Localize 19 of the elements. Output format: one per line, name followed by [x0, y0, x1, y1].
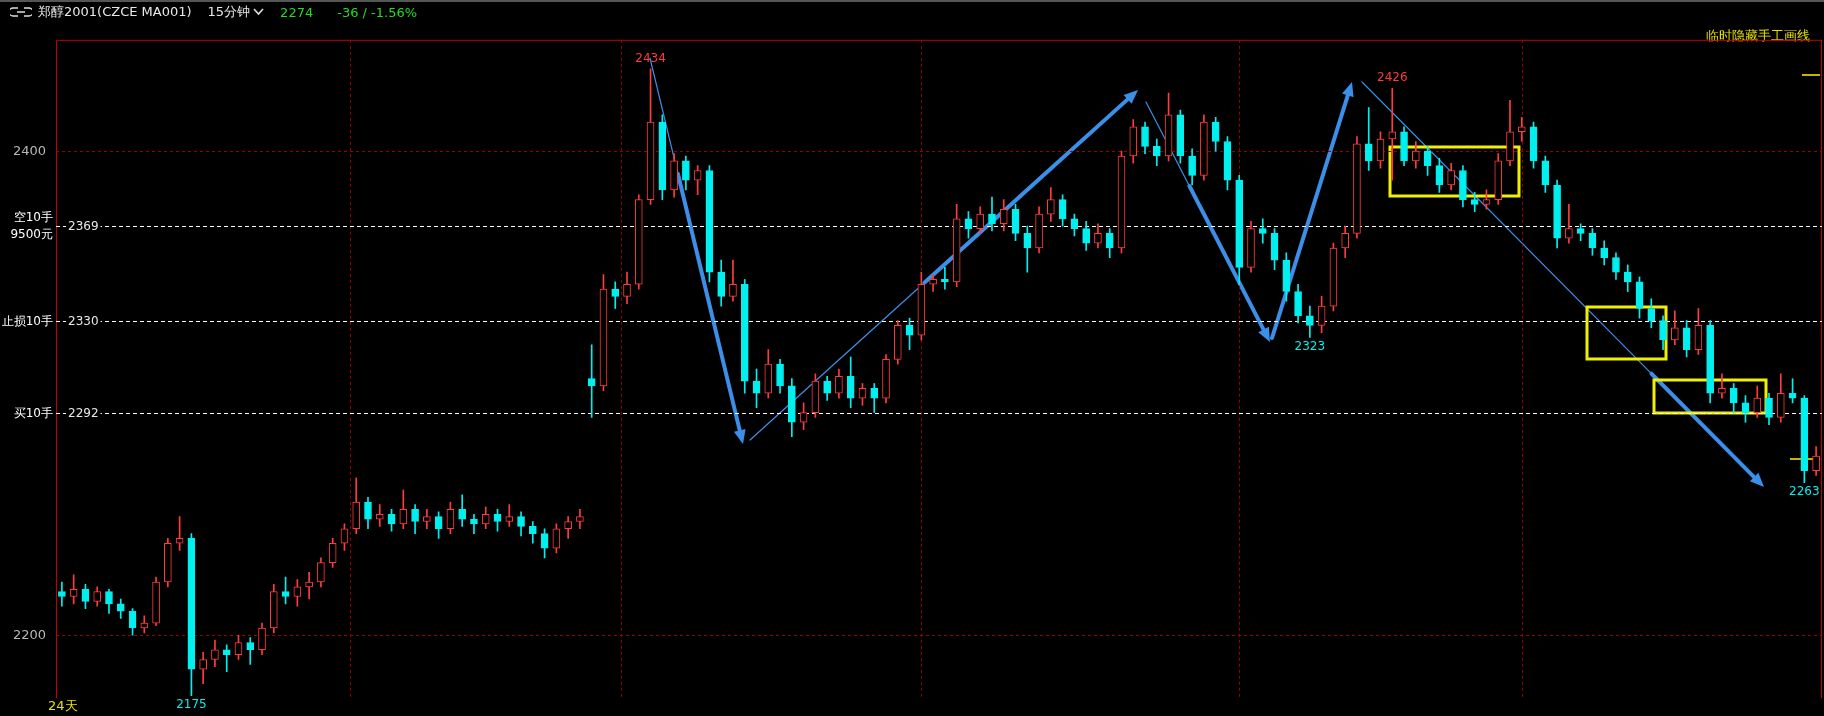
annotation: 2434 [635, 50, 666, 65]
annotation: 2175 [176, 696, 207, 711]
ref-line-label: 止损10手 [1, 313, 53, 328]
chart-subtitle: 15分钟 [207, 3, 251, 21]
y-tick-label: 2400 [12, 142, 46, 158]
ref-line-label: 买10手 [13, 405, 53, 420]
annotation: 2292 [68, 405, 99, 420]
text: 2274 [280, 4, 314, 20]
annotation: 临时隐藏手工画线 [1706, 27, 1810, 45]
annotation: 2426 [1377, 70, 1408, 85]
annotation: 2369 [68, 218, 99, 233]
ref-line-label: 空10手 9500元 [10, 210, 53, 242]
annotation: 24天 [48, 697, 78, 715]
text: -36 / -1.56% [337, 4, 418, 20]
annotation: 2263 [1789, 483, 1820, 498]
annotation: 2323 [1294, 338, 1326, 353]
annotation: 2330 [68, 313, 99, 328]
y-tick-label: 2200 [12, 626, 46, 642]
chart-title: 郑醇2001(CZCE MA001) [38, 3, 192, 21]
